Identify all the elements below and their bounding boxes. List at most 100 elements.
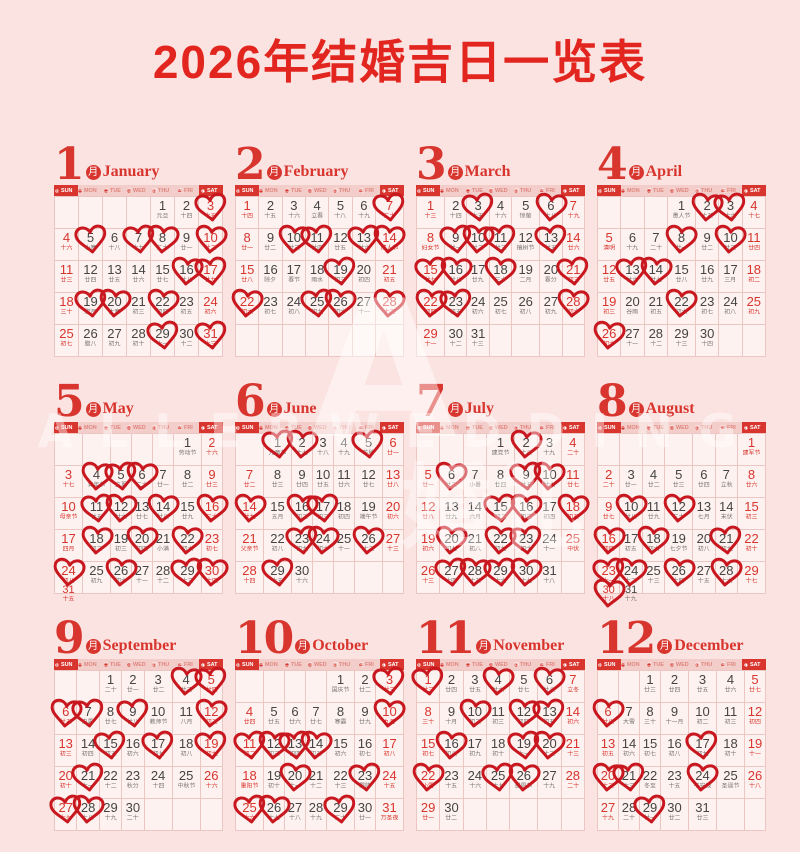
- day-cell: 3 十六: [713, 192, 746, 228]
- day-cell: [132, 434, 152, 465]
- weekday-label: WED: [132, 424, 146, 431]
- day-cell: [745, 799, 765, 830]
- month-badge: 月: [447, 165, 463, 180]
- day-number: 14: [566, 230, 581, 245]
- day: 31 廿三: [689, 799, 716, 823]
- weekday-label: WED: [494, 187, 508, 194]
- day-lunar-label: 初九: [311, 308, 324, 315]
- day-lunar-label: 初二: [468, 718, 481, 725]
- day-cell: 7 二十: [372, 192, 405, 228]
- day-number: 31: [62, 584, 75, 596]
- day-cell: 16 初三: [510, 493, 543, 529]
- day-cell: 28 二十: [561, 767, 584, 798]
- day: 25 十六: [232, 794, 265, 824]
- day-number: 9: [703, 230, 711, 245]
- day: 23 初七: [259, 293, 281, 317]
- day-number: 26: [518, 294, 533, 309]
- weekday-label: SUN: [61, 424, 73, 431]
- day-number: 22: [420, 768, 436, 783]
- day-lunar-label: 十一月: [665, 718, 684, 725]
- weekday-circle-icon: 六: [563, 661, 568, 667]
- day: 1 国庆节: [327, 671, 354, 695]
- day-lunar-label: 十八: [108, 244, 121, 251]
- day-lunar-label: 初八: [62, 577, 75, 584]
- day-number: 28: [565, 768, 581, 783]
- day-cell: 23 霜降: [348, 762, 381, 798]
- weekday-label: SUN: [61, 661, 73, 668]
- day-lunar-label: 八月: [180, 718, 193, 725]
- day-number: 17: [542, 499, 557, 514]
- day-cell: 10 初二: [688, 703, 716, 734]
- day-number: 30: [294, 563, 310, 578]
- day-number: 3: [154, 672, 162, 687]
- day: 22 初十: [738, 530, 765, 554]
- day-lunar-label: 廿九: [359, 718, 371, 725]
- day-number: 19: [516, 736, 532, 751]
- day-number: 13: [58, 736, 73, 751]
- day-cell: 21 初八: [463, 530, 486, 561]
- day: 1 愚人节: [668, 197, 695, 221]
- month-badge: 月: [628, 165, 644, 180]
- weekday-cell-wed: 三 WED: [488, 422, 513, 433]
- day-lunar-label: 初二: [205, 718, 218, 725]
- day-number: 3: [64, 467, 73, 482]
- day-number: 9: [447, 704, 456, 719]
- day-lunar-label: 廿八: [543, 686, 556, 693]
- day: 13 七月: [693, 498, 714, 522]
- day-cell: 8 廿一: [666, 224, 699, 260]
- day: 8 二十: [147, 224, 180, 254]
- weekday-label: MON: [446, 424, 460, 431]
- day-lunar-label: 初三: [745, 513, 758, 520]
- day: 13 初三: [55, 735, 76, 759]
- weekday-circle-icon: 三: [127, 424, 132, 430]
- weekday-label: SAT: [206, 661, 218, 668]
- day-number: 10: [61, 499, 76, 514]
- day-cell: 7 廿七: [305, 703, 326, 734]
- day-number: 23: [294, 531, 310, 546]
- day: 11 廿四: [300, 224, 333, 254]
- day: 26 十六: [201, 767, 222, 791]
- day-lunar-label: 十四: [243, 577, 256, 584]
- weekday-circle-icon: 三: [489, 424, 494, 430]
- day-number: 1: [677, 198, 686, 213]
- weekday-cell-tue: 二 TUE: [464, 422, 489, 433]
- day: 3 十七: [55, 466, 82, 490]
- day: 5 廿四: [194, 666, 227, 696]
- day-number: 15: [744, 499, 759, 514]
- weekday-circle-icon: 一: [440, 187, 446, 193]
- weekday-cell-mon: 一 MON: [440, 185, 465, 196]
- month-number: 2: [235, 138, 266, 190]
- day-number: 21: [565, 736, 581, 751]
- day: 25 中秋节: [173, 767, 200, 791]
- day-cell: 22 小雪: [412, 762, 445, 798]
- day-lunar-label: 青年节: [87, 481, 106, 488]
- day-cell: 9 廿一: [439, 224, 471, 260]
- day-cell: 11 廿四: [742, 229, 765, 260]
- day: 4 十六: [55, 229, 78, 253]
- day: 20 十一: [279, 762, 312, 792]
- weekday-cell-mon: 一 MON: [78, 659, 103, 670]
- day-lunar-label: 十六: [494, 577, 507, 584]
- day-number: 4: [92, 467, 101, 482]
- day: 14 廿六: [127, 261, 150, 285]
- day-lunar-label: 廿八: [675, 276, 688, 283]
- day: 13 初四: [278, 730, 311, 760]
- weekday-label: WED: [313, 424, 327, 431]
- day-cell: 5 廿七: [510, 671, 538, 702]
- month-header: 6 月 June: [235, 379, 404, 423]
- day-cell: 30 十七: [510, 557, 543, 593]
- day: 13 初五: [598, 735, 618, 759]
- day-lunar-label: 初七: [644, 750, 656, 757]
- month-panel: 12 月 December 日 SUN 一 MON 二 TUE 三 WED 四 THU 五 FRI 六 S…: [592, 616, 766, 831]
- day-lunar-label: 二十: [383, 212, 396, 219]
- day-cell: 26 初八: [512, 293, 540, 324]
- day: 5 廿五: [264, 703, 284, 727]
- day-cell: [83, 434, 111, 465]
- day-number: 27: [542, 768, 557, 783]
- month-name: November: [493, 637, 565, 654]
- day-number: 13: [287, 736, 303, 751]
- day-lunar-label: 廿一: [241, 244, 254, 251]
- day: 10 廿八: [615, 493, 648, 523]
- day-cell: 14 初四: [77, 735, 99, 766]
- weekday-circle-icon: 日: [417, 661, 422, 667]
